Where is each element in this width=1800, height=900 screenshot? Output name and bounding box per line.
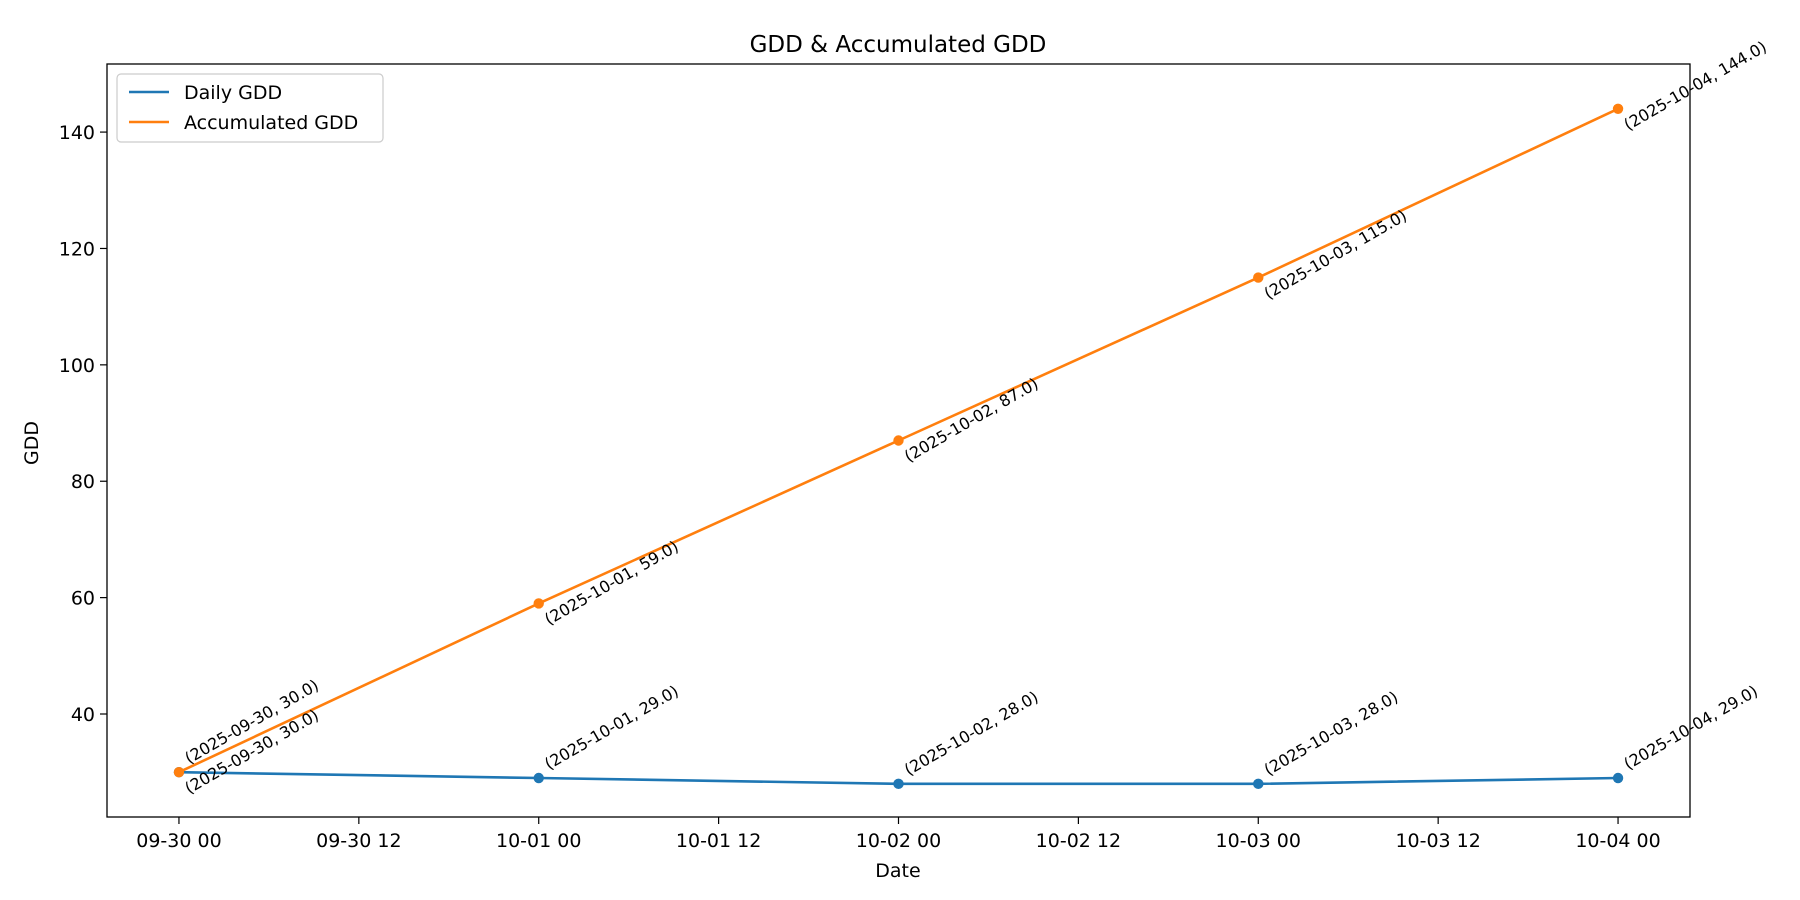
- y-tick-label: 120: [59, 238, 95, 260]
- y-tick-label: 100: [59, 355, 95, 377]
- series-point-0: [533, 772, 544, 784]
- x-tick-label: 10-03 12: [1395, 830, 1480, 852]
- y-tick-label: 80: [71, 471, 95, 493]
- series-point-1: [893, 435, 904, 446]
- y-tick-label: 60: [71, 588, 95, 610]
- series-point-0: [893, 778, 904, 790]
- series-point-0: [1612, 772, 1624, 784]
- y-axis-label: GDD: [21, 421, 43, 465]
- x-tick-label: 10-04 00: [1575, 830, 1660, 852]
- x-tick-label: 09-30 00: [136, 830, 221, 852]
- x-tick-label: 10-02 12: [1036, 830, 1121, 852]
- y-tick-label: 140: [59, 122, 95, 144]
- legend: Daily GDD Accumulated GDD: [116, 73, 384, 143]
- x-axis-label: Date: [875, 860, 920, 882]
- y-tick-label: 40: [71, 704, 95, 726]
- legend-box: [116, 73, 384, 143]
- series-point-1: [1253, 272, 1264, 283]
- legend-label-1: Accumulated GDD: [184, 112, 358, 134]
- x-tick-label: 10-03 00: [1216, 830, 1301, 852]
- series-point-1: [173, 766, 185, 778]
- series-point-1: [1612, 103, 1624, 115]
- x-tick-label: 10-01 00: [496, 830, 581, 852]
- x-tick-label: 10-02 00: [856, 830, 941, 852]
- x-tick-label: 10-01 12: [676, 830, 761, 852]
- series-point-0: [1253, 778, 1264, 790]
- x-tick-label: 09-30 12: [316, 830, 401, 852]
- legend-label-0: Daily GDD: [184, 82, 282, 104]
- chart-title: GDD & Accumulated GDD: [750, 32, 1047, 58]
- series-point-1: [533, 598, 544, 609]
